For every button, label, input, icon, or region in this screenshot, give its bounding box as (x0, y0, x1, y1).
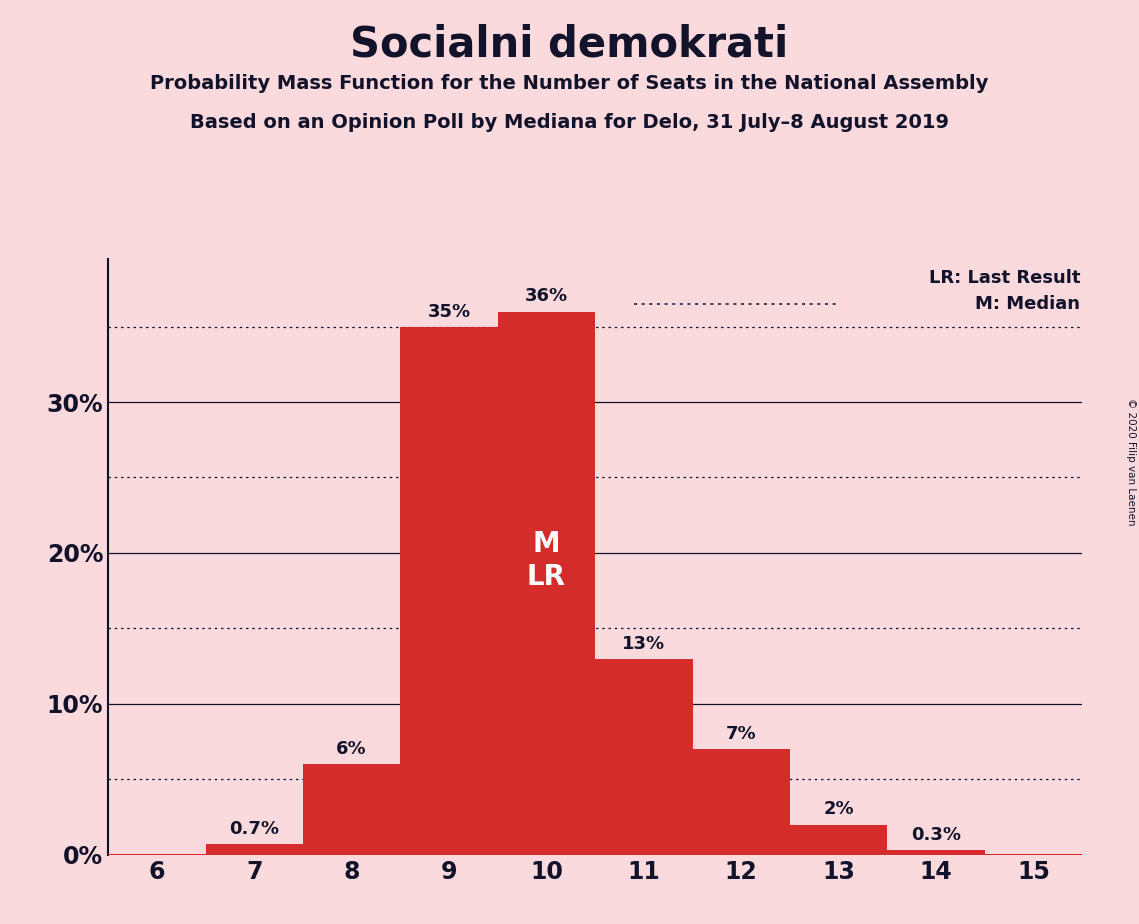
Text: M: Median: M: Median (975, 295, 1080, 313)
Text: M
LR: M LR (527, 530, 566, 590)
Text: 7%: 7% (726, 725, 756, 743)
Text: © 2020 Filip van Laenen: © 2020 Filip van Laenen (1126, 398, 1136, 526)
Text: 0.3%: 0.3% (911, 826, 961, 845)
Bar (498, 311, 596, 855)
Bar (693, 749, 790, 855)
Bar (790, 824, 887, 855)
Text: Socialni demokrati: Socialni demokrati (351, 23, 788, 65)
Text: 35%: 35% (427, 302, 470, 321)
Text: 36%: 36% (525, 287, 568, 306)
Bar (205, 845, 303, 855)
Bar (887, 850, 984, 855)
Text: Based on an Opinion Poll by Mediana for Delo, 31 July–8 August 2019: Based on an Opinion Poll by Mediana for … (190, 113, 949, 132)
Text: LR: Last Result: LR: Last Result (928, 269, 1080, 287)
Text: 13%: 13% (622, 635, 665, 652)
Text: 6%: 6% (336, 740, 367, 758)
Text: Probability Mass Function for the Number of Seats in the National Assembly: Probability Mass Function for the Number… (150, 74, 989, 93)
Bar (596, 659, 693, 855)
Bar (303, 764, 401, 855)
Bar (401, 326, 498, 855)
Text: 0.7%: 0.7% (229, 821, 279, 838)
Text: 2%: 2% (823, 800, 854, 819)
